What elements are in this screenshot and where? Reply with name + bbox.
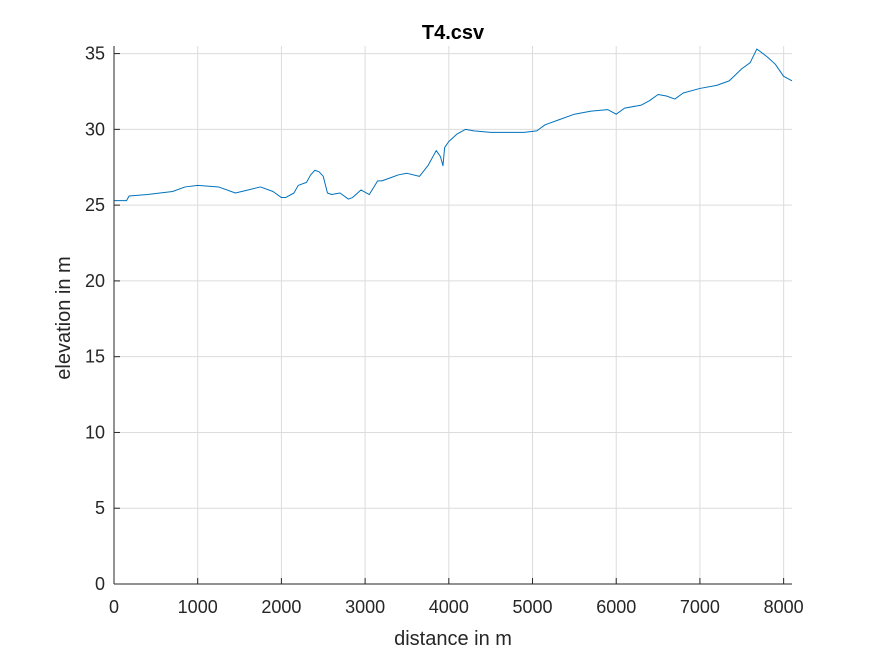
x-tick-label-5: 5000 — [512, 597, 552, 617]
x-tick-label-4: 4000 — [429, 597, 469, 617]
y-tick-label-2: 10 — [85, 422, 105, 442]
y-tick-label-7: 35 — [85, 44, 105, 64]
y-tick-label-3: 15 — [85, 347, 105, 367]
y-tick-label-4: 20 — [85, 271, 105, 291]
y-tick-label-5: 25 — [85, 195, 105, 215]
x-tick-label-0: 0 — [109, 597, 119, 617]
chart-title: T4.csv — [422, 22, 485, 44]
x-tick-label-1: 1000 — [178, 597, 218, 617]
series-line-0 — [114, 48, 793, 202]
x-tick-label-7: 7000 — [680, 597, 720, 617]
y-tick-label-1: 5 — [95, 498, 105, 518]
axes — [113, 46, 792, 585]
series-layer — [114, 48, 793, 202]
grid — [113, 46, 792, 585]
x-tick-label-2: 2000 — [261, 597, 301, 617]
x-axis-label: distance in m — [394, 628, 512, 650]
y-axis-label: elevation in m — [53, 256, 75, 379]
x-tick-label-8: 8000 — [764, 597, 804, 617]
x-tick-label-3: 3000 — [345, 597, 385, 617]
ticks: 0 1000 2000 3000 4000 5000 6000 7000 8000 0 5 10 15 2… — [85, 44, 804, 617]
y-tick-label-0: 0 — [95, 574, 105, 594]
x-tick-label-6: 6000 — [596, 597, 636, 617]
y-tick-label-6: 30 — [85, 119, 105, 139]
